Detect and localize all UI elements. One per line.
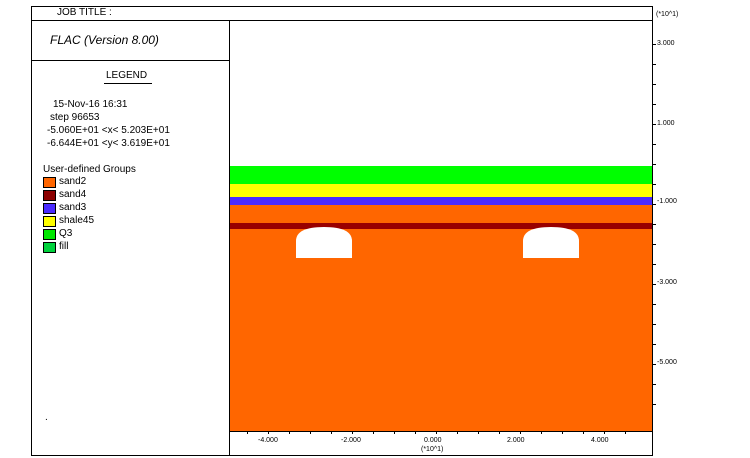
program-title: FLAC (Version 8.00)	[50, 33, 159, 47]
program-divider	[31, 60, 229, 61]
y-tick-mark	[653, 84, 656, 85]
y-tick-mark	[653, 224, 656, 225]
layer-q3	[230, 166, 652, 184]
y-tick-label: 3.000	[657, 40, 675, 47]
y-tick-mark	[653, 164, 656, 165]
job-title-label: JOB TITLE :	[57, 7, 112, 18]
x-tick-mark	[562, 431, 563, 434]
y-tick-mark	[653, 184, 656, 185]
x-tick-mark	[352, 431, 353, 434]
y-tick-mark	[653, 344, 656, 345]
tunnel-opening-left	[296, 227, 352, 258]
y-tick-mark	[653, 304, 656, 305]
y-tick-mark	[653, 264, 656, 265]
x-tick-mark	[478, 431, 479, 434]
legend-x-range: -5.060E+01 <x< 5.203E+01	[47, 125, 170, 136]
x-tick-mark	[436, 431, 437, 434]
x-tick-label: 2.000	[507, 437, 525, 444]
legend-swatch-fill	[43, 242, 56, 253]
y-tick-mark	[653, 244, 656, 245]
x-tick-label: -2.000	[341, 437, 361, 444]
y-tick-mark	[653, 324, 656, 325]
legend-label-sand2: sand2	[59, 176, 87, 187]
y-tick-label: -1.000	[657, 198, 677, 205]
y-tick-mark	[653, 284, 656, 285]
x-tick-mark	[331, 431, 332, 434]
x-units-label: (*10^1)	[421, 446, 444, 453]
y-tick-mark	[653, 364, 656, 365]
layer-sand3	[230, 197, 652, 205]
tunnel-openings	[296, 227, 579, 258]
y-tick-mark	[653, 104, 656, 105]
legend-label-shale45: shale45	[59, 215, 95, 226]
y-tick-label: -5.000	[657, 359, 677, 366]
legend-label-q3: Q3	[59, 228, 73, 239]
layer-sand4	[230, 223, 652, 229]
y-tick-mark	[653, 144, 656, 145]
x-tick-label: -4.000	[258, 437, 278, 444]
legend-label-sand3: sand3	[59, 202, 87, 213]
tunnel-opening-right	[523, 227, 579, 258]
legend-footer-mark: .	[45, 412, 48, 423]
plot-area	[230, 21, 652, 431]
x-tick-mark	[268, 431, 269, 434]
legend-step: step 96653	[50, 112, 100, 123]
legend-swatch-sand3	[43, 203, 56, 214]
x-tick-mark	[457, 431, 458, 434]
legend-y-range: -6.644E+01 <y< 3.619E+01	[47, 138, 170, 149]
legend-label-fill: fill	[59, 241, 69, 252]
x-tick-mark	[520, 431, 521, 434]
legend-heading: LEGEND	[106, 70, 148, 81]
x-axis-line	[229, 431, 653, 432]
y-tick-label: 1.000	[657, 120, 675, 127]
layer-shale45	[230, 184, 652, 197]
plot-frame	[31, 6, 653, 456]
x-tick-mark	[289, 431, 290, 434]
x-tick-mark	[415, 431, 416, 434]
y-tick-mark	[653, 124, 656, 125]
layer-sand2-upper	[230, 205, 652, 223]
x-tick-label: 0.000	[424, 437, 442, 444]
x-tick-mark	[604, 431, 605, 434]
legend-swatch-shale45	[43, 216, 56, 227]
layer-sand2-lower	[230, 229, 652, 431]
y-tick-mark	[653, 204, 656, 205]
top-units-label: (*10^1)	[656, 11, 679, 18]
x-tick-mark	[394, 431, 395, 434]
y-tick-mark	[653, 44, 656, 45]
y-tick-mark	[653, 404, 656, 405]
x-tick-mark	[499, 431, 500, 434]
y-tick-mark	[653, 64, 656, 65]
x-tick-mark	[541, 431, 542, 434]
legend-heading-underline	[104, 83, 152, 84]
legend-swatch-sand2	[43, 177, 56, 188]
x-tick-mark	[583, 431, 584, 434]
x-tick-label: 4.000	[591, 437, 609, 444]
x-tick-mark	[625, 431, 626, 434]
x-tick-mark	[310, 431, 311, 434]
header-divider	[31, 20, 653, 21]
legend-swatch-q3	[43, 229, 56, 240]
legend-label-sand4: sand4	[59, 189, 87, 200]
groups-heading: User-defined Groups	[43, 164, 136, 175]
legend-date-time: 15-Nov-16 16:31	[53, 99, 128, 110]
legend-swatch-sand4	[43, 190, 56, 201]
x-tick-mark	[373, 431, 374, 434]
panel-divider	[229, 20, 230, 456]
y-tick-label: -3.000	[657, 279, 677, 286]
y-tick-mark	[653, 384, 656, 385]
x-tick-mark	[247, 431, 248, 434]
